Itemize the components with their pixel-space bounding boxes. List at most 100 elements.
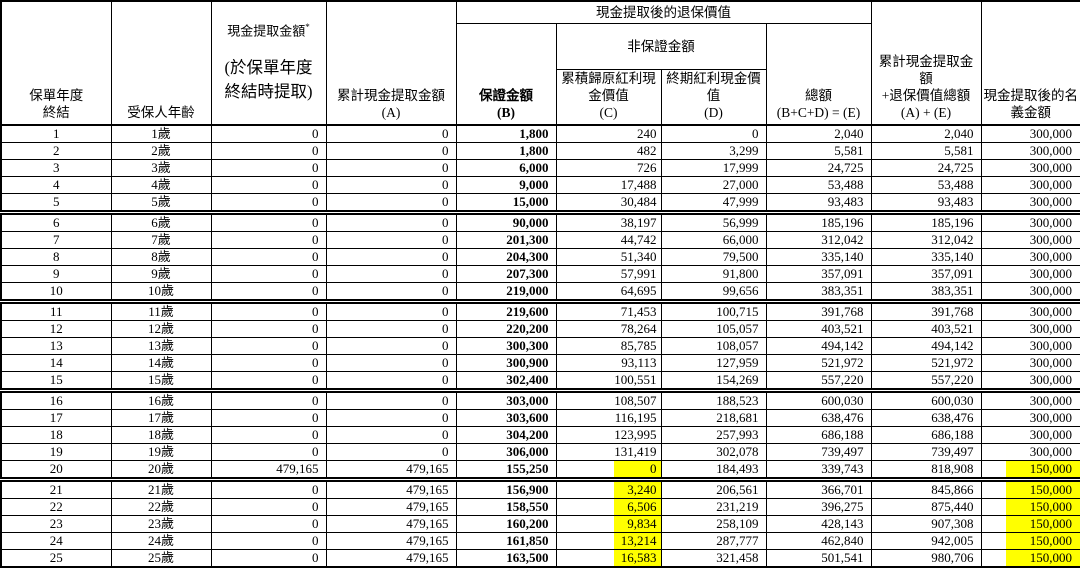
cell-reversionary: 482 [555, 142, 662, 161]
cell-cash-withdrawal: 0 [210, 193, 327, 214]
cell-cash-withdrawal: 0 [210, 549, 327, 568]
table-row: 17 17歲 0 0 303,600 116,195 218,681 638,476 638,4… [0, 409, 1080, 428]
cell-accumulated-withdrawal: 0 [325, 193, 457, 214]
cell-guaranteed-amount: 220,200 [455, 320, 557, 339]
cell-nominal: 300,000 [980, 409, 1080, 428]
cell-insured-age: 10歲 [110, 282, 212, 303]
cell-acc-plus-total: 521,972 [870, 354, 982, 373]
cell-guaranteed-amount: 303,000 [455, 388, 557, 411]
cell-total: 501,541 [765, 549, 872, 568]
cell-acc-plus-total: 24,725 [870, 159, 982, 178]
cell-insured-age: 2歲 [110, 142, 212, 161]
cell-cash-withdrawal: 0 [210, 426, 327, 445]
cell-nominal: 300,000 [980, 299, 1080, 322]
cell-total: 93,483 [765, 193, 872, 214]
header-reversionary-bonus: 累積歸原紅利現 金價值 (C) [555, 69, 662, 126]
cell-policy-year: 22 [0, 498, 112, 517]
cell-nominal: 150,000 [980, 460, 1080, 481]
cell-cash-withdrawal: 0 [210, 354, 327, 373]
cell-accumulated-withdrawal: 0 [325, 443, 457, 462]
table-row: 20 20歲 479,165 479,165 155,250 0 184,493 339,74… [0, 460, 1080, 481]
cell-reversionary: 17,488 [555, 176, 662, 195]
cell-accumulated-withdrawal: 0 [325, 371, 457, 392]
cell-acc-plus-total: 980,706 [870, 549, 982, 568]
table-row: 19 19歲 0 0 306,000 131,419 302,078 739,497 739,4… [0, 443, 1080, 462]
cell-guaranteed-amount: 156,900 [455, 477, 557, 500]
cell-insured-age: 21歲 [110, 477, 212, 500]
table-row: 7 7歲 0 0 201,300 44,742 66,000 312,042 312,042 30… [0, 231, 1080, 250]
cell-total: 366,701 [765, 477, 872, 500]
table-row: 25 25歲 0 479,165 163,500 16,583 321,458 501,541… [0, 549, 1080, 568]
cell-accumulated-withdrawal: 479,165 [325, 515, 457, 534]
cell-total: 5,581 [765, 142, 872, 161]
table-row: 21 21歲 0 479,165 156,900 3,240 206,561 366,701 8… [0, 477, 1080, 500]
cell-total: 2,040 [765, 124, 872, 144]
cell-reversionary: 85,785 [555, 337, 662, 356]
cell-cash-withdrawal: 0 [210, 210, 327, 233]
cell-acc-plus-total: 739,497 [870, 443, 982, 462]
cell-cash-withdrawal: 0 [210, 409, 327, 428]
cell-total: 185,196 [765, 210, 872, 233]
cell-cash-withdrawal: 0 [210, 142, 327, 161]
cell-policy-year: 10 [0, 282, 112, 303]
cell-acc-plus-total: 403,521 [870, 320, 982, 339]
cell-reversionary: 30,484 [555, 193, 662, 214]
table-row: 2 2歲 0 0 1,800 482 3,299 5,581 5,581 300,000 [0, 142, 1080, 161]
cell-nominal: 300,000 [980, 176, 1080, 195]
cell-insured-age: 15歲 [110, 371, 212, 392]
cell-guaranteed-amount: 207,300 [455, 265, 557, 284]
table-row: 24 24歲 0 479,165 161,850 13,214 287,777 462,840… [0, 532, 1080, 551]
cell-nominal: 300,000 [980, 248, 1080, 267]
cell-reversionary: 108,507 [555, 388, 662, 411]
table-row: 6 6歲 0 0 90,000 38,197 56,999 185,196 185,196 300… [0, 210, 1080, 233]
cell-acc-plus-total: 391,768 [870, 299, 982, 322]
cell-acc-plus-total: 818,908 [870, 460, 982, 481]
cell-cash-withdrawal: 0 [210, 337, 327, 356]
cell-terminal: 257,993 [660, 426, 767, 445]
cell-total: 462,840 [765, 532, 872, 551]
cell-guaranteed-amount: 161,850 [455, 532, 557, 551]
cell-terminal: 154,269 [660, 371, 767, 392]
cell-accumulated-withdrawal: 0 [325, 409, 457, 428]
table-body: 1 1歲 0 0 1,800 240 0 2,040 2,040 300,000 2 2歲 0 0 1,80… [0, 124, 1080, 568]
cell-nominal: 300,000 [980, 231, 1080, 250]
cell-total: 53,488 [765, 176, 872, 195]
cell-reversionary: 123,995 [555, 426, 662, 445]
header-terminal-bonus: 終期紅利現金價 值 (D) [660, 69, 767, 126]
table-row: 14 14歲 0 0 300,900 93,113 127,959 521,972 521,97… [0, 354, 1080, 373]
cell-terminal: 99,656 [660, 282, 767, 303]
cell-accumulated-withdrawal: 479,165 [325, 477, 457, 500]
cell-policy-year: 25 [0, 549, 112, 568]
cell-reversionary: 93,113 [555, 354, 662, 373]
cell-reversionary: 131,419 [555, 443, 662, 462]
cell-guaranteed-amount: 302,400 [455, 371, 557, 392]
highlighted-value: 13,214 [613, 533, 660, 549]
cell-guaranteed-amount: 300,300 [455, 337, 557, 356]
highlighted-value: 150,000 [1006, 550, 1080, 567]
cell-accumulated-withdrawal: 0 [325, 248, 457, 267]
cell-policy-year: 17 [0, 409, 112, 428]
highlighted-value: 9,834 [613, 516, 660, 532]
cell-total: 557,220 [765, 371, 872, 392]
cell-terminal: 258,109 [660, 515, 767, 534]
cell-accumulated-withdrawal: 0 [325, 337, 457, 356]
cell-acc-plus-total: 93,483 [870, 193, 982, 214]
cell-terminal: 79,500 [660, 248, 767, 267]
cell-total: 339,743 [765, 460, 872, 481]
cell-acc-plus-total: 494,142 [870, 337, 982, 356]
cell-acc-plus-total: 383,351 [870, 282, 982, 303]
cell-total: 312,042 [765, 231, 872, 250]
header-accumulated-withdrawal: 累計現金提取金額 (A) [325, 0, 457, 126]
cell-reversionary: 9,834 [555, 515, 662, 534]
cell-terminal: 105,057 [660, 320, 767, 339]
highlighted-value: 150,000 [1006, 516, 1080, 532]
cell-cash-withdrawal: 0 [210, 231, 327, 250]
header-policy-year: 保單年度 終結 [0, 0, 112, 126]
cell-reversionary: 38,197 [555, 210, 662, 233]
cell-acc-plus-total: 53,488 [870, 176, 982, 195]
cell-total: 521,972 [765, 354, 872, 373]
cell-guaranteed-amount: 303,600 [455, 409, 557, 428]
cell-reversionary: 240 [555, 124, 662, 144]
cell-guaranteed-amount: 201,300 [455, 231, 557, 250]
header-non-guaranteed-group: 非保證金額 [555, 22, 767, 71]
